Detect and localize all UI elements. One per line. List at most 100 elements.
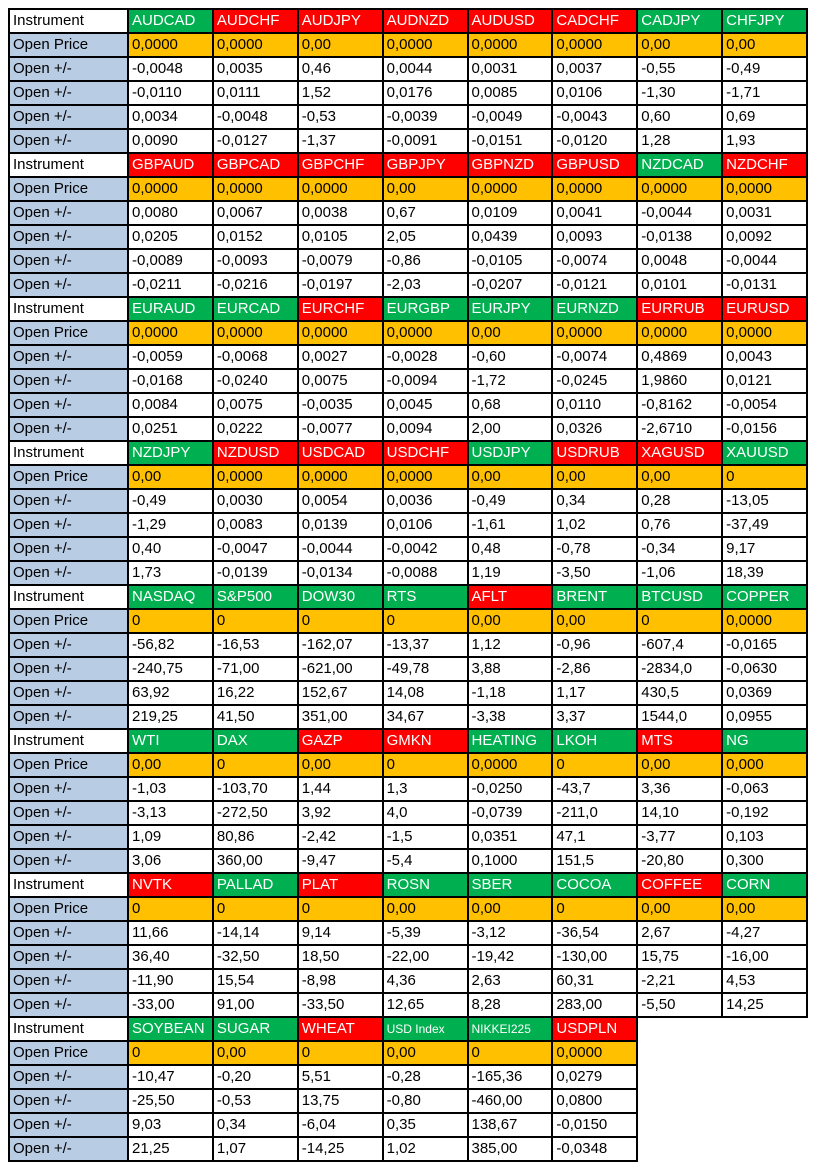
open-price-cell[interactable]: 0,000 xyxy=(721,752,808,778)
open-change-cell[interactable]: 0,0031 xyxy=(466,56,554,82)
row-label-open-price[interactable]: Open Price xyxy=(8,608,129,634)
open-price-cell[interactable]: 0,0000 xyxy=(466,32,554,58)
instrument-name-cell[interactable]: PALLAD xyxy=(211,872,299,898)
instrument-name-cell[interactable]: USDPLN xyxy=(551,1016,639,1042)
open-change-cell[interactable]: 0,0094 xyxy=(381,416,469,442)
open-change-cell[interactable]: 0,0075 xyxy=(211,392,299,418)
open-price-cell[interactable]: 0,0000 xyxy=(211,464,299,490)
row-label-open-change[interactable]: Open +/- xyxy=(8,968,129,994)
open-change-cell[interactable]: -1,71 xyxy=(721,80,808,106)
open-change-cell[interactable]: 0,0038 xyxy=(296,200,384,226)
open-change-cell[interactable]: 0,0027 xyxy=(296,344,384,370)
open-change-cell[interactable]: 1,19 xyxy=(466,560,554,586)
open-change-cell[interactable]: 0,34 xyxy=(551,488,639,514)
open-change-cell[interactable]: -0,60 xyxy=(466,344,554,370)
open-change-cell[interactable]: -2834,0 xyxy=(636,656,724,682)
open-change-cell[interactable]: -211,0 xyxy=(551,800,639,826)
open-price-cell[interactable]: 0,0000 xyxy=(127,32,214,58)
open-change-cell[interactable]: 0,0121 xyxy=(721,368,808,394)
open-change-cell[interactable]: 0,76 xyxy=(636,512,724,538)
open-change-cell[interactable]: -0,192 xyxy=(721,800,808,826)
row-label-open-change[interactable]: Open +/- xyxy=(8,128,129,154)
open-price-cell[interactable]: 0,0000 xyxy=(381,320,469,346)
open-change-cell[interactable]: -0,0088 xyxy=(381,560,469,586)
open-change-cell[interactable]: 0,0800 xyxy=(551,1088,639,1114)
open-change-cell[interactable]: 3,88 xyxy=(466,656,554,682)
open-change-cell[interactable]: 1,9860 xyxy=(636,368,724,394)
open-price-cell[interactable]: 0,0000 xyxy=(211,32,299,58)
row-label-open-change[interactable]: Open +/- xyxy=(8,800,129,826)
open-change-cell[interactable]: -11,90 xyxy=(127,968,214,994)
open-change-cell[interactable]: 1544,0 xyxy=(636,704,724,730)
open-change-cell[interactable]: 0,0080 xyxy=(127,200,214,226)
instrument-name-cell[interactable]: MTS xyxy=(636,728,724,754)
open-change-cell[interactable]: -8,98 xyxy=(296,968,384,994)
open-change-cell[interactable]: 14,08 xyxy=(381,680,469,706)
open-price-cell[interactable]: 0,00 xyxy=(636,32,724,58)
open-change-cell[interactable]: -2,42 xyxy=(296,824,384,850)
open-change-cell[interactable]: -0,0127 xyxy=(211,128,299,154)
open-change-cell[interactable]: -0,0207 xyxy=(466,272,554,298)
open-change-cell[interactable]: -0,34 xyxy=(636,536,724,562)
instrument-name-cell[interactable]: COCOA xyxy=(551,872,639,898)
open-price-cell[interactable]: 0,00 xyxy=(466,896,554,922)
open-price-cell[interactable]: 0,0000 xyxy=(721,176,808,202)
open-change-cell[interactable]: -22,00 xyxy=(381,944,469,970)
row-label-open-price[interactable]: Open Price xyxy=(8,896,129,922)
open-change-cell[interactable]: 0,0109 xyxy=(466,200,554,226)
row-label-open-change[interactable]: Open +/- xyxy=(8,632,129,658)
open-change-cell[interactable]: 0,0222 xyxy=(211,416,299,442)
open-change-cell[interactable]: 47,1 xyxy=(551,824,639,850)
instrument-name-cell[interactable]: USDRUB xyxy=(551,440,639,466)
open-change-cell[interactable]: 34,67 xyxy=(381,704,469,730)
open-change-cell[interactable]: -0,0077 xyxy=(296,416,384,442)
open-change-cell[interactable]: 0,0045 xyxy=(381,392,469,418)
open-change-cell[interactable]: 0,0139 xyxy=(296,512,384,538)
open-change-cell[interactable]: -0,0074 xyxy=(551,344,639,370)
open-change-cell[interactable]: 1,28 xyxy=(636,128,724,154)
open-change-cell[interactable]: 4,53 xyxy=(721,968,808,994)
open-change-cell[interactable]: 0,0041 xyxy=(551,200,639,226)
instrument-name-cell[interactable]: AUDUSD xyxy=(466,8,554,34)
instrument-name-cell[interactable]: AFLT xyxy=(466,584,554,610)
row-label-open-change[interactable]: Open +/- xyxy=(8,344,129,370)
open-change-cell[interactable]: -0,0139 xyxy=(211,560,299,586)
row-label-instrument[interactable]: Instrument xyxy=(8,584,129,610)
open-change-cell[interactable]: 0,0067 xyxy=(211,200,299,226)
open-price-cell[interactable]: 0,0000 xyxy=(551,1040,639,1066)
open-change-cell[interactable]: 0,0279 xyxy=(551,1064,639,1090)
open-change-cell[interactable]: -33,00 xyxy=(127,992,214,1018)
open-change-cell[interactable]: -0,0054 xyxy=(721,392,808,418)
row-label-instrument[interactable]: Instrument xyxy=(8,152,129,178)
open-change-cell[interactable]: -13,37 xyxy=(381,632,469,658)
open-price-cell[interactable]: 0,0000 xyxy=(551,176,639,202)
row-label-open-price[interactable]: Open Price xyxy=(8,320,129,346)
instrument-name-cell[interactable]: CORN xyxy=(721,872,808,898)
open-change-cell[interactable]: -0,0240 xyxy=(211,368,299,394)
open-change-cell[interactable]: -0,80 xyxy=(381,1088,469,1114)
open-change-cell[interactable]: -0,0197 xyxy=(296,272,384,298)
instrument-name-cell[interactable]: AUDCHF xyxy=(211,8,299,34)
open-change-cell[interactable]: 14,25 xyxy=(721,992,808,1018)
instrument-name-cell[interactable]: XAGUSD xyxy=(636,440,724,466)
open-price-cell[interactable]: 0,00 xyxy=(466,320,554,346)
open-change-cell[interactable]: 0,0110 xyxy=(551,392,639,418)
open-price-cell[interactable]: 0 xyxy=(636,608,724,634)
open-price-cell[interactable]: 0,00 xyxy=(636,464,724,490)
open-change-cell[interactable]: -1,37 xyxy=(296,128,384,154)
open-change-cell[interactable]: 0,0101 xyxy=(636,272,724,298)
open-change-cell[interactable]: -0,0094 xyxy=(381,368,469,394)
open-change-cell[interactable]: -0,78 xyxy=(551,536,639,562)
open-price-cell[interactable]: 0,00 xyxy=(551,608,639,634)
open-price-cell[interactable]: 0,0000 xyxy=(721,608,808,634)
open-change-cell[interactable]: -0,0105 xyxy=(466,248,554,274)
open-change-cell[interactable]: 9,14 xyxy=(296,920,384,946)
row-label-open-price[interactable]: Open Price xyxy=(8,176,129,202)
open-change-cell[interactable]: 2,67 xyxy=(636,920,724,946)
open-change-cell[interactable]: 3,36 xyxy=(636,776,724,802)
row-label-open-change[interactable]: Open +/- xyxy=(8,104,129,130)
open-change-cell[interactable]: 8,28 xyxy=(466,992,554,1018)
open-change-cell[interactable]: 351,00 xyxy=(296,704,384,730)
open-price-cell[interactable]: 0 xyxy=(381,608,469,634)
open-change-cell[interactable]: 0,0106 xyxy=(381,512,469,538)
